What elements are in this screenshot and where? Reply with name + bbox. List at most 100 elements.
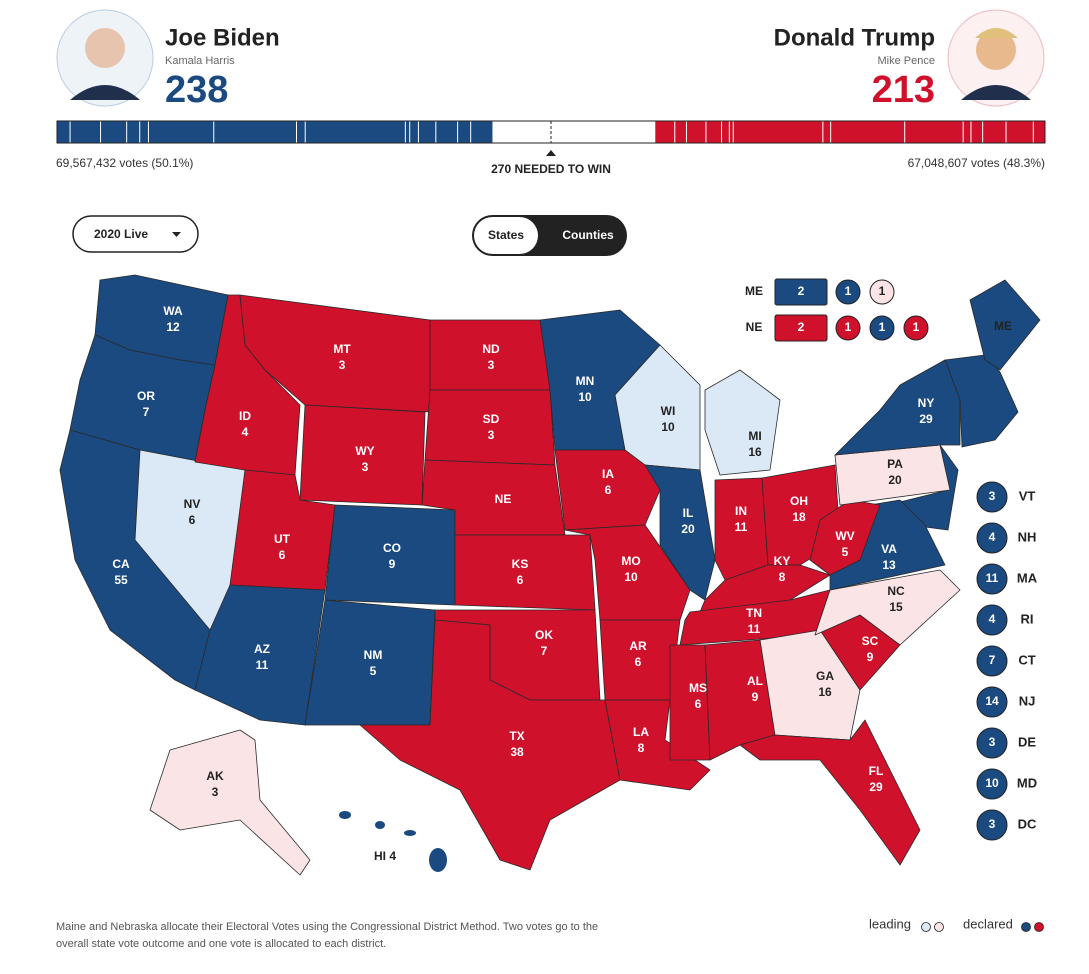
state-abbr: ID (239, 409, 251, 423)
candidate-name: Joe Biden (165, 24, 280, 51)
state-abbr: PA (887, 457, 903, 471)
state-label: HI 4 (374, 849, 396, 863)
toggle-option-label[interactable]: States (488, 228, 524, 242)
photo-suit (70, 85, 140, 100)
state-shape (669, 644, 711, 761)
state-abbr: NE (495, 492, 512, 506)
state-votes: 5 (370, 664, 377, 678)
state-shape (149, 729, 311, 876)
small-state-abbr: NH (1018, 529, 1037, 544)
state-abbr: IA (602, 467, 614, 481)
state-votes: 20 (888, 473, 902, 487)
state-abbr: OH (790, 494, 808, 508)
state-votes: 16 (748, 445, 762, 459)
small-state-votes: 4 (989, 530, 996, 544)
footer-note: overall state vote outcome and one vote … (56, 938, 386, 950)
state-abbr: OR (137, 389, 155, 403)
bar-segment (57, 121, 493, 143)
state-votes: 11 (256, 658, 269, 672)
state-abbr: LA (633, 725, 649, 739)
state-votes: 8 (779, 570, 786, 584)
state-votes: 6 (635, 655, 642, 669)
statewide-votes: 2 (798, 320, 805, 334)
district-circle (835, 279, 861, 305)
state-votes: 38 (510, 745, 524, 759)
state-votes: 7 (541, 644, 548, 658)
state-abbr: IN (735, 504, 747, 518)
state-abbr: AZ (254, 642, 270, 656)
state-votes: 20 (681, 522, 695, 536)
state-votes: 29 (869, 780, 883, 794)
district-circle (835, 315, 861, 341)
running-mate: Kamala Harris (165, 55, 235, 67)
legend-swatch (934, 922, 944, 932)
small-state-abbr: CT (1018, 652, 1035, 667)
photo-hair (975, 28, 1018, 38)
state-votes: 3 (339, 358, 346, 372)
win-threshold-label: 270 NEEDED TO WIN (491, 162, 611, 176)
split-states-panel: ME 2 1 1 NE 2 1 1 1 (745, 278, 929, 342)
state-votes: 16 (818, 685, 832, 699)
electoral-votes: 213 (872, 69, 935, 111)
small-state-circle (976, 604, 1008, 636)
district-votes: 1 (879, 284, 886, 298)
photo-face (85, 28, 125, 68)
toggle-option[interactable] (474, 217, 538, 254)
state-votes: 9 (867, 650, 874, 664)
state-shape (834, 359, 961, 456)
small-state-abbr: DE (1018, 734, 1036, 749)
view-toggle[interactable]: States Counties (472, 215, 627, 256)
state-shape (814, 569, 961, 646)
footer-note: Maine and Nebraska allocate their Electo… (56, 921, 598, 933)
state-abbr: KS (512, 557, 529, 571)
legend-label: declared (963, 916, 1013, 931)
state-abbr: WA (163, 304, 183, 318)
district-votes: 1 (845, 320, 852, 334)
state-votes: 6 (189, 513, 196, 527)
popular-votes: 69,567,432 votes (50.1%) (56, 156, 193, 170)
state-votes: 5 (842, 545, 849, 559)
candidate-name: Donald Trump (774, 24, 935, 51)
state-votes: 12 (166, 320, 180, 334)
bar-segment (655, 121, 1045, 143)
small-state-circle (976, 481, 1008, 513)
dropdown-box[interactable] (72, 215, 199, 253)
dropdown-label[interactable]: 2020 Live (94, 227, 148, 241)
win-marker (546, 150, 556, 156)
running-mate: Mike Pence (878, 55, 935, 67)
state-abbr: SC (862, 634, 879, 648)
small-state-votes: 11 (986, 571, 999, 585)
state-shape (454, 534, 596, 611)
state-votes: 10 (661, 420, 675, 434)
state-votes: 4 (389, 849, 396, 863)
state-abbr: MS (689, 681, 707, 695)
state-abbr: VA (881, 542, 897, 556)
state-shape (194, 584, 326, 726)
state-votes: 6 (695, 697, 702, 711)
island-shape (429, 848, 447, 872)
state-abbr: MI (748, 429, 761, 443)
state-votes: 13 (882, 558, 896, 572)
state-shape (704, 369, 781, 476)
dropdown-arrow (172, 232, 181, 237)
small-state-votes: 3 (989, 817, 996, 831)
district-votes: 1 (879, 320, 886, 334)
legend-swatch (921, 922, 931, 932)
small-state-abbr: VT (1019, 488, 1036, 503)
state-abbr: FL (869, 764, 884, 778)
statewide-votes: 2 (798, 284, 805, 298)
state-votes: 6 (279, 548, 286, 562)
state-abbr: NY (918, 396, 935, 410)
state-abbr: CO (383, 541, 401, 555)
state-shape (644, 464, 716, 601)
small-state-abbr: NJ (1019, 693, 1036, 708)
state-abbr: NV (184, 497, 201, 511)
state-abbr: MT (333, 342, 351, 356)
toggle-option-label[interactable]: Counties (562, 228, 614, 242)
split-state-abbr: NE (746, 320, 763, 334)
state-votes: 3 (488, 358, 495, 372)
year-dropdown[interactable]: 2020 Live (72, 215, 199, 253)
island-shape (375, 821, 385, 829)
state-abbr: MN (576, 374, 595, 388)
